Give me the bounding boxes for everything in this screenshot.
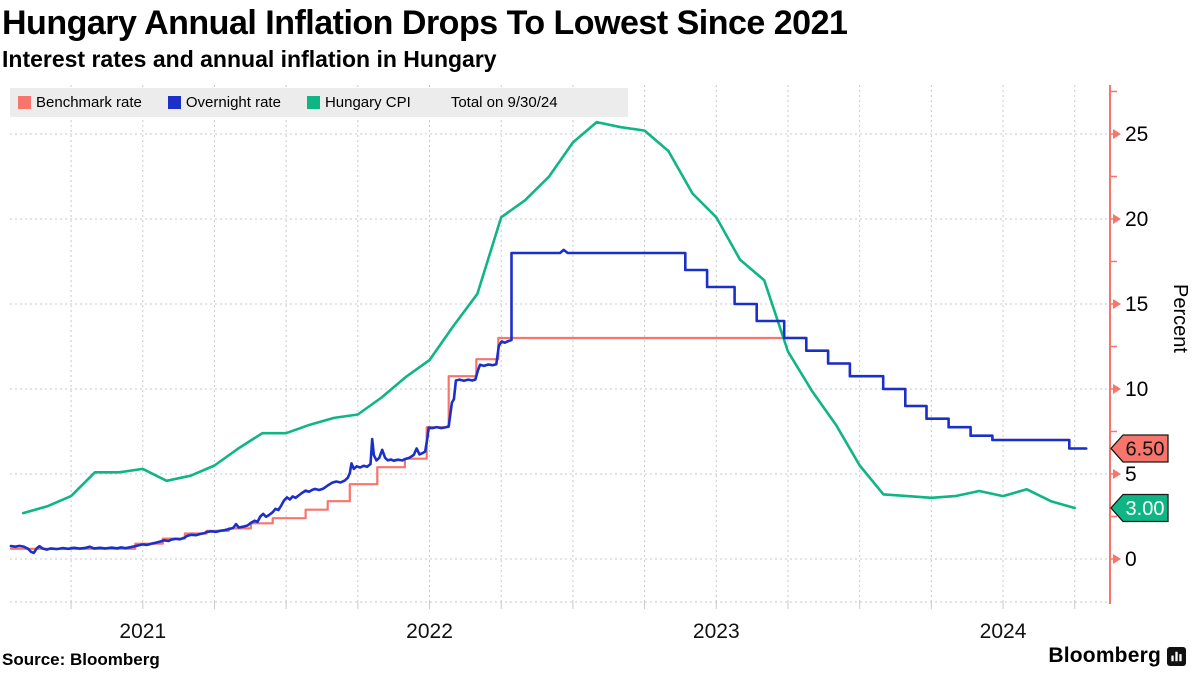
svg-text:6.50: 6.50: [1126, 438, 1165, 460]
x-tick-label-2023: 2023: [693, 620, 740, 643]
legend-note-asof-date: Total on 9/30/24: [450, 94, 558, 111]
end-value-badge-3.00: 3.00: [1110, 493, 1169, 523]
legend-item-benchmark: Benchmark rate: [18, 94, 142, 111]
x-tick-label-2021: 2021: [119, 620, 166, 643]
series-hungary-cpi: [21, 120, 1076, 515]
gridlines: [10, 85, 1110, 603]
legend-item-cpi: Hungary CPI: [306, 94, 411, 111]
cpi-swatch-icon: [306, 96, 320, 109]
legend-label-overnight: Overnight rate: [185, 94, 281, 111]
x-tick-label-2024: 2024: [980, 620, 1027, 643]
page-title: Hungary Annual Inflation Drops To Lowest…: [2, 4, 848, 42]
series-benchmark-rate: [9, 336, 1088, 550]
end-value-badge-6.50: 6.50: [1110, 434, 1169, 463]
legend-label-cpi: Hungary CPI: [324, 94, 411, 111]
y-tick-label: 20: [1125, 208, 1148, 231]
series-overnight-rate: [9, 248, 1088, 555]
x-tick-label-2022: 2022: [406, 620, 453, 643]
source-credit: Source: Bloomberg: [2, 650, 160, 669]
legend-item-overnight: Overnight rate: [167, 94, 281, 111]
benchmark-swatch-icon: [18, 96, 31, 109]
x-axis-ticks: [70, 602, 1076, 609]
y-tick-label: 10: [1125, 378, 1148, 401]
svg-text:3.00: 3.00: [1126, 498, 1165, 520]
bloomberg-brand-text: Bloomberg: [1048, 644, 1161, 667]
legend-label-benchmark: Benchmark rate: [36, 94, 142, 111]
y-tick-label: 15: [1125, 293, 1148, 316]
y-tick-label: 25: [1125, 123, 1148, 146]
y-axis: 0 5 10 15 20 25: [1109, 85, 1148, 604]
legend: Benchmark rate Overnight rate Hungary CP…: [10, 88, 628, 117]
overnight-swatch-icon: [167, 96, 181, 109]
y-axis-title: Percent: [1169, 284, 1191, 353]
bloomberg-chart-icon: [1167, 646, 1186, 666]
y-tick-label: 5: [1125, 463, 1137, 486]
page-subtitle: Interest rates and annual inflation in H…: [2, 46, 497, 72]
bloomberg-wordmark: Bloomberg: [1048, 644, 1186, 668]
y-tick-label: 0: [1125, 548, 1137, 571]
